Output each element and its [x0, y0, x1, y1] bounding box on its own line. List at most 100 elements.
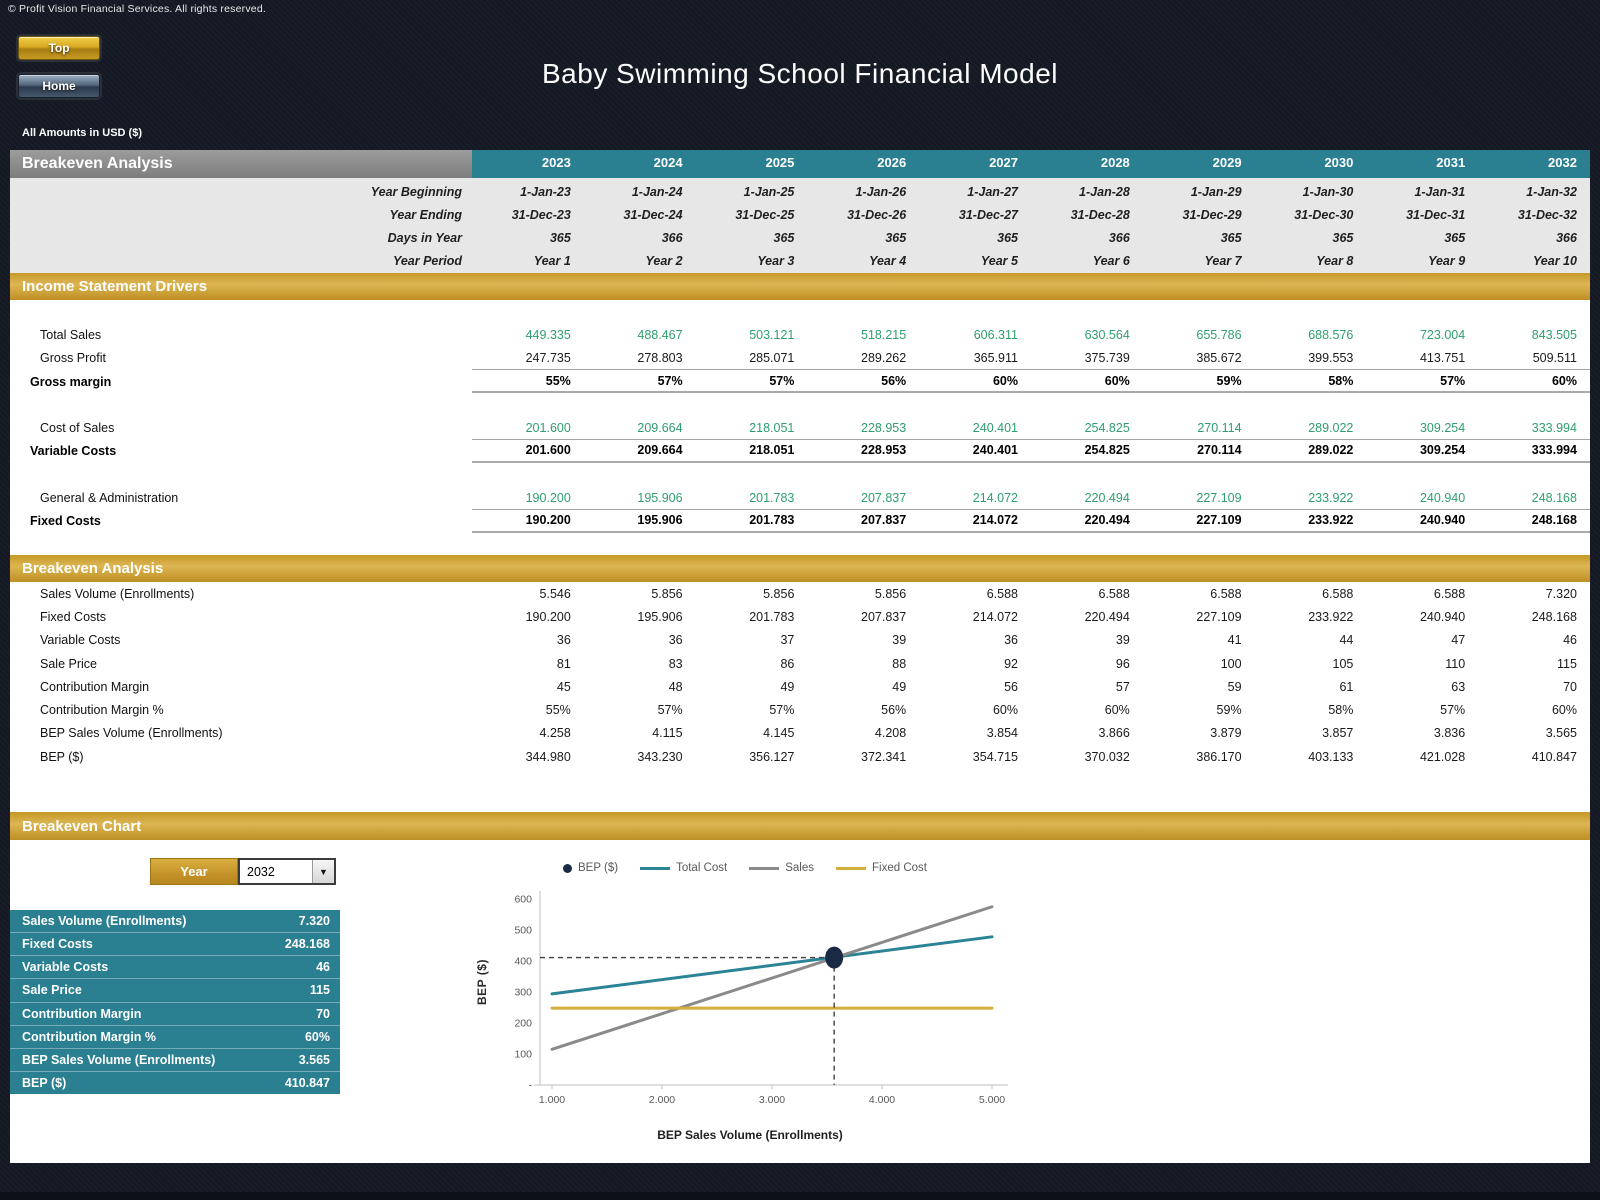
- cell-value: 289.022: [1308, 443, 1354, 458]
- cell-value: 56: [1004, 679, 1018, 694]
- cell-value: 48: [668, 679, 683, 694]
- row-label: Fixed Costs: [40, 609, 106, 624]
- y-tick-label: 500: [514, 925, 532, 937]
- cell-value: 503.121: [749, 327, 795, 342]
- cell-value: 3.866: [1098, 726, 1130, 741]
- cell-value: 201.783: [749, 609, 795, 624]
- table-row: Variable Costs 201.600 209.664 218.051 228.9…: [10, 440, 1590, 464]
- cell-value: 5.856: [651, 586, 683, 601]
- cell-value: 4.258: [539, 726, 571, 741]
- meta-cell-value: 366: [661, 231, 683, 246]
- meta-cell-value: 1-Jan-30: [1302, 184, 1354, 199]
- cell-value: 195.906: [637, 609, 683, 624]
- cell-value: 421.028: [1419, 749, 1466, 764]
- cell-value: 333.994: [1531, 443, 1577, 458]
- meta-cell-value: 31-Dec-24: [623, 207, 683, 222]
- stat-value: 248.168: [284, 937, 330, 952]
- meta-cell-value: 1-Jan-27: [967, 184, 1018, 199]
- y-tick-label: 200: [514, 1018, 532, 1030]
- cell-value: 57%: [769, 373, 795, 388]
- cell-value: 370.032: [1084, 749, 1130, 764]
- stat-value: 46: [316, 960, 330, 975]
- table-row: General & Administration 190.200 195.906 20…: [10, 486, 1590, 510]
- x-tick-label: 4.000: [869, 1094, 895, 1106]
- row-values: 190.200 195.906 201.783 207.837 214.072 220.4…: [472, 486, 1590, 510]
- cell-value: 60%: [992, 373, 1018, 388]
- cell-value: 190.200: [525, 609, 571, 624]
- stat-value: 7.320: [298, 914, 330, 929]
- home-button[interactable]: Home: [18, 74, 100, 98]
- year-dropdown-value[interactable]: 2032: [247, 864, 275, 879]
- cell-value: 70: [1563, 679, 1577, 694]
- cell-value: 240.940: [1419, 490, 1466, 505]
- cell-value: 56%: [881, 703, 907, 718]
- row-values: 344.980 343.230 356.127 372.341 354.715 370.0…: [472, 745, 1590, 768]
- cell-value: 3.857: [1322, 726, 1354, 741]
- x-tick-label: 2.000: [649, 1094, 675, 1106]
- amounts-note: All Amounts in USD ($): [22, 127, 142, 139]
- row-values: 449.335 488.467 503.121 518.215 606.311 630.5…: [472, 323, 1590, 346]
- cell-value: 723.004: [1419, 327, 1466, 342]
- chart-legend: BEP ($) Total Cost Sales Fixed Cost: [460, 862, 1030, 874]
- stat-row: Contribution Margin 70: [10, 1003, 340, 1026]
- cell-value: 3.565: [1545, 726, 1577, 741]
- cell-value: 5.546: [539, 586, 571, 601]
- cell-value: 240.940: [1419, 609, 1466, 624]
- top-button[interactable]: Top: [18, 36, 100, 60]
- page-title: Baby Swimming School Financial Model: [542, 58, 1058, 89]
- cell-value: 227.109: [1196, 513, 1242, 528]
- cell-value: 220.494: [1084, 513, 1130, 528]
- cell-value: 289.022: [1308, 420, 1354, 435]
- x-tick-label: 3.000: [759, 1094, 785, 1106]
- chevron-down-icon[interactable]: ▼: [312, 860, 334, 883]
- cell-value: 190.200: [525, 513, 571, 528]
- row-values: 55% 57% 57% 56% 60% 60% 59% 58% 57% 60%: [472, 370, 1590, 394]
- meta-cell-value: 31-Dec-25: [735, 207, 795, 222]
- cell-value: 220.494: [1084, 609, 1130, 624]
- cell-value: 96: [1115, 656, 1130, 671]
- row-label: Gross margin: [30, 374, 112, 389]
- cell-value: 233.922: [1308, 609, 1354, 624]
- cell-value: 248.168: [1531, 513, 1577, 528]
- cell-value: 3.854: [986, 726, 1018, 741]
- stat-label: Sale Price: [22, 983, 82, 998]
- cell-value: 36: [1004, 633, 1018, 648]
- meta-cell-value: Year 1: [533, 254, 571, 269]
- meta-cell-value: Year 5: [980, 254, 1018, 269]
- year-dropdown[interactable]: 2032 ▼: [238, 858, 336, 885]
- year-selector-label[interactable]: Year: [150, 858, 238, 885]
- meta-cell-value: 31-Dec-32: [1517, 207, 1577, 222]
- year-header-cell: 2027: [989, 155, 1018, 170]
- stat-value: 3.565: [298, 1052, 330, 1067]
- cell-value: 333.994: [1531, 420, 1577, 435]
- stat-label: BEP ($): [22, 1075, 67, 1090]
- cell-value: 220.494: [1084, 490, 1130, 505]
- cell-value: 247.735: [525, 350, 571, 365]
- cell-value: 57: [1115, 679, 1130, 694]
- row-values: 190.200 195.906 201.783 207.837 214.072 220.4…: [472, 510, 1590, 533]
- meta-row: Year Ending 31-Dec-23 31-Dec-24 31-Dec-25 31…: [10, 203, 1590, 226]
- cell-value: 195.906: [637, 513, 683, 528]
- cell-value: 55%: [545, 373, 571, 388]
- meta-cell-value: 31-Dec-31: [1406, 207, 1466, 222]
- meta-cell-value: 1-Jan-28: [1079, 184, 1130, 199]
- row-values: 55% 57% 57% 56% 60% 60% 59% 58% 57% 60%: [472, 698, 1590, 721]
- cell-value: 413.751: [1419, 350, 1466, 365]
- row-values: 81 83 86 88 92 96 100 105 110 115: [472, 652, 1590, 675]
- cell-value: 5.856: [763, 586, 795, 601]
- cell-value: 655.786: [1196, 327, 1242, 342]
- cell-value: 254.825: [1084, 443, 1130, 458]
- cell-value: 83: [668, 656, 683, 671]
- stat-row: BEP ($) 410.847: [10, 1072, 340, 1094]
- row-values: 201.600 209.664 218.051 228.953 240.401 254.8…: [472, 416, 1590, 440]
- cell-value: 289.262: [861, 350, 907, 365]
- cell-value: 4.145: [763, 726, 795, 741]
- cell-value: 4.208: [874, 726, 907, 741]
- cell-value: 59%: [1216, 703, 1242, 718]
- table-row: Cost of Sales 201.600 209.664 218.051 228.95…: [10, 416, 1590, 440]
- cell-value: 60%: [1104, 373, 1130, 388]
- stat-label: Contribution Margin %: [22, 1029, 157, 1044]
- cell-value: 6.588: [1210, 586, 1242, 601]
- cell-value: 39: [892, 633, 907, 648]
- cell-value: 227.109: [1196, 609, 1242, 624]
